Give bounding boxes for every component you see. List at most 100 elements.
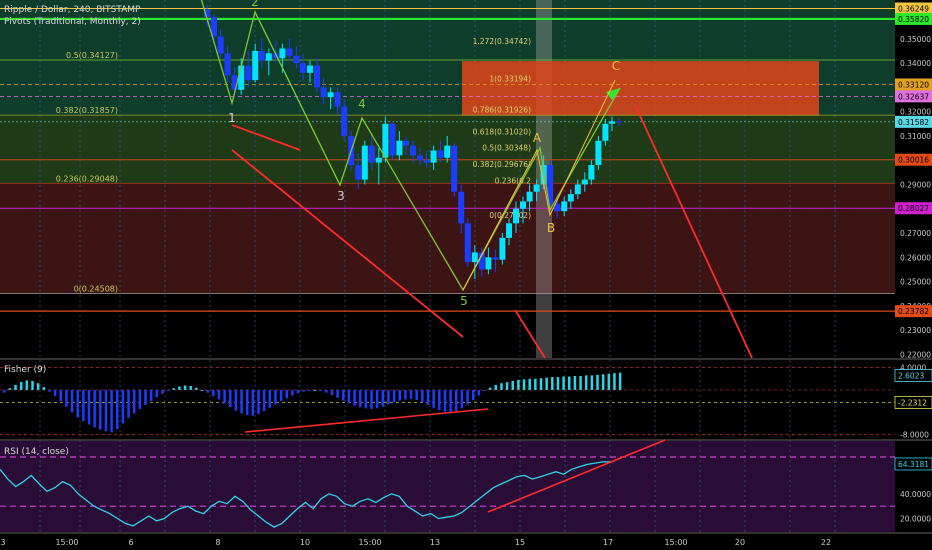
candle-body-11 [279, 48, 286, 59]
fisher-bar-43 [245, 389, 249, 416]
fisher-bar-4 [25, 380, 29, 390]
time-tick-4: 10 [300, 538, 310, 547]
price-tag-bg-2 [895, 78, 932, 91]
fisher-bar-71 [404, 389, 407, 400]
fisher-bar-14 [82, 389, 85, 422]
rsi-title: RSI (14, close) [4, 447, 69, 457]
fisher-bar-58 [330, 389, 334, 395]
time-tick-6: 13 [430, 538, 440, 547]
candle-body-2 [217, 36, 224, 54]
symbol-title: Ripple / Dollar, 240, BITSTAMP [4, 5, 141, 15]
fisher-tag-bg-1 [894, 396, 932, 409]
fisher-legend: Fisher (9) [4, 364, 46, 376]
target-box [462, 61, 819, 116]
candle-body-44 [505, 223, 512, 238]
fisher-bar-61 [347, 389, 351, 404]
wave-label-2: 2 [251, 0, 259, 9]
fisher-bar-54 [308, 389, 311, 391]
fisher-bar-103 [584, 375, 588, 390]
candle-body-49 [540, 165, 547, 185]
time-tick-10: 20 [735, 538, 745, 547]
candle-body-37 [458, 191, 465, 224]
price-tick-12: 0.23000 [900, 326, 931, 335]
time-tick-5: 15:00 [358, 538, 381, 547]
fisher-bar-34 [195, 387, 198, 390]
fisher-bar-109 [618, 372, 622, 390]
fisher-bar-93 [528, 378, 531, 390]
candle-body-42 [492, 257, 499, 260]
fisher-bar-99 [562, 376, 565, 390]
candle-body-17 [320, 87, 327, 98]
fisher-bar-25 [144, 389, 147, 406]
fisher-bar-98 [556, 377, 560, 390]
fisher-bar-82 [466, 389, 469, 405]
fisher-bar-28 [161, 389, 164, 394]
price-tick-4: 0.31000 [900, 132, 931, 141]
fisher-bar-67 [381, 389, 385, 407]
wave-label-A: A [533, 131, 542, 145]
candle-body-20 [341, 106, 348, 136]
fisher-bar-44 [251, 389, 255, 416]
candle-body-48 [533, 184, 540, 192]
time-tick-8: 17 [603, 538, 613, 547]
fisher-bar-27 [155, 389, 159, 398]
price-tag-bg-1 [895, 12, 932, 25]
fisher-bar-0 [3, 389, 6, 393]
fisher-bar-18 [104, 389, 108, 432]
candle-body-47 [526, 191, 533, 202]
fisher-tag-0: 2.6023 [898, 371, 924, 380]
fisher-bar-16 [93, 389, 96, 428]
fib-ext-label-1: 1(0.33194) [489, 75, 531, 84]
price-tag-bg-7 [895, 305, 932, 318]
time-tick-9: 15:00 [664, 538, 687, 547]
fisher-bar-102 [579, 375, 582, 390]
fisher-bar-75 [426, 389, 430, 406]
fisher-bar-48 [274, 389, 277, 405]
candle-body-24 [368, 145, 375, 163]
fisher-bar-77 [438, 389, 441, 411]
rsi-background [0, 441, 895, 532]
fisher-bar-49 [279, 389, 283, 402]
fisher-tick-1: -8.0000 [900, 431, 929, 440]
fisher-bar-37 [212, 389, 215, 397]
fisher-bar-83 [471, 389, 475, 400]
price-tick-1: 0.34000 [900, 59, 931, 68]
candle-body-35 [444, 145, 451, 158]
time-tick-1: 15:00 [55, 538, 78, 547]
abc-line [462, 79, 616, 291]
trend-line-0 [231, 149, 464, 338]
fisher-tick-0: 4.0000 [900, 364, 926, 373]
fib-ext-label-2: 0.786(0.31926) [473, 105, 531, 114]
price-tag-1: 0.35820 [898, 15, 929, 24]
fisher-tag-1: -2.2312 [898, 398, 927, 407]
candle-body-41 [485, 257, 492, 270]
fisher-bar-13 [76, 389, 79, 418]
fisher-bar-88 [500, 383, 503, 390]
candle-body-38 [464, 223, 471, 263]
fisher-bar-81 [460, 389, 464, 409]
candle-body-1 [211, 16, 218, 37]
fisher-bar-74 [421, 389, 424, 403]
fisher-bar-53 [302, 389, 305, 392]
wave-label-1: 1 [228, 111, 236, 125]
elliott-wave-line [200, 0, 621, 292]
fisher-bar-106 [601, 374, 605, 390]
fib-ext-label-7: 0(0.27502) [489, 211, 531, 220]
fisher-bar-36 [206, 389, 209, 393]
candle-body-59 [608, 121, 615, 124]
candle-body-57 [595, 140, 602, 166]
fisher-bar-69 [392, 389, 396, 403]
fisher-title: Fisher (9) [4, 365, 47, 375]
price-tag-bg-3 [895, 90, 932, 103]
fisher-bar-12 [70, 389, 74, 413]
fib-label-1: 0.382(0.31857) [56, 106, 118, 115]
fisher-bar-46 [262, 389, 266, 412]
candle-body-55 [581, 179, 588, 185]
fisher-bar-90 [511, 381, 514, 390]
fisher-bar-100 [568, 376, 571, 390]
fisher-bar-20 [116, 389, 119, 430]
fisher-tag-bg-0 [894, 368, 932, 382]
fisher-bar-62 [353, 389, 356, 406]
fisher-bar-6 [36, 383, 40, 390]
candle-body-50 [547, 165, 554, 204]
